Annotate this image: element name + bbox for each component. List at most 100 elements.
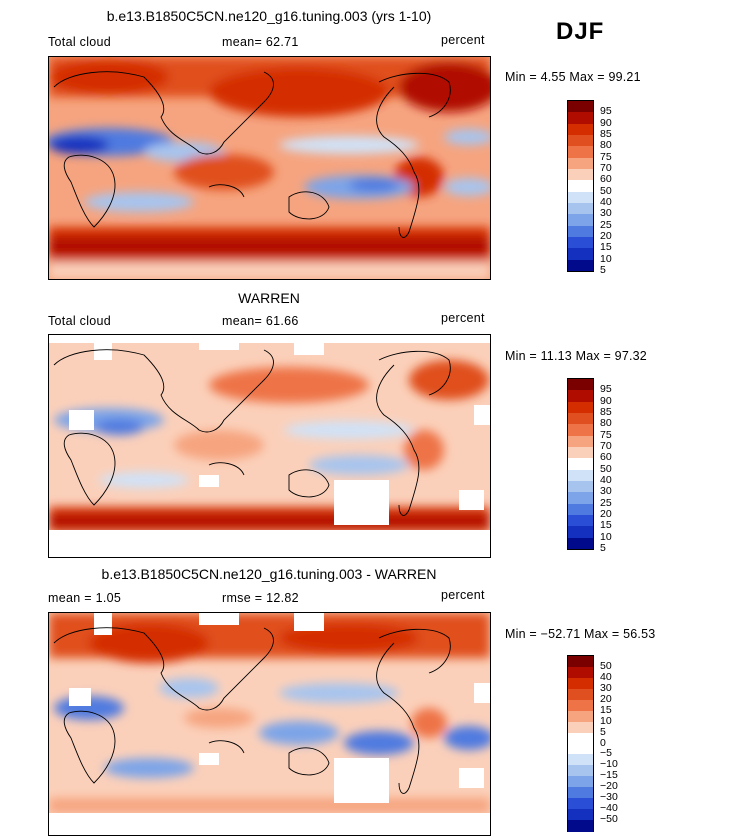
- colorbar-cell: [568, 146, 593, 159]
- colorbar-tick-label: 85: [600, 128, 612, 140]
- panel-3-colorbar: [567, 655, 594, 832]
- colorbar-tick-label: 0: [600, 736, 606, 749]
- panel-2-coastlines: [53, 349, 451, 516]
- colorbar-tick-label: 40: [600, 196, 612, 208]
- colorbar-tick-label: 15: [600, 241, 612, 254]
- panel-2-missing-data: [49, 335, 490, 557]
- colorbar-tick-label: 5: [600, 264, 606, 276]
- season-label: DJF: [556, 18, 605, 45]
- panel-1-title: b.e13.B1850C5CN.ne120_g16.tuning.003 (yr…: [106, 8, 432, 24]
- colorbar-cell: [568, 458, 593, 471]
- panel-1-mean-label: mean= 62.71: [222, 35, 299, 49]
- colorbar-cell: [568, 390, 593, 403]
- colorbar-tick-label: 30: [600, 485, 612, 498]
- panel-1-units-label: percent: [441, 33, 485, 47]
- colorbar-tick-label: 70: [600, 440, 612, 452]
- colorbar-cell: [568, 666, 593, 679]
- colorbar-cell: [568, 435, 593, 448]
- colorbar-cell: [568, 135, 593, 147]
- colorbar-tick-label: 25: [600, 496, 612, 509]
- colorbar-cell: [568, 469, 593, 482]
- colorbar-cell: [568, 809, 593, 821]
- colorbar-tick-label: 80: [600, 139, 612, 152]
- colorbar-tick-label: 50: [600, 659, 612, 672]
- panel-3-colorbar-ticks: 50 40 30 20 15 10 5 0 −5 −10 −15 −20 −30 −40 −50: [600, 655, 640, 830]
- colorbar-tick-label: 15: [600, 519, 612, 532]
- panel-2-mean-label: mean= 61.66: [222, 314, 299, 328]
- colorbar-cell: [568, 754, 593, 766]
- colorbar-cell: [568, 820, 593, 832]
- colorbar-cell: [568, 503, 593, 516]
- panel-1-left-label: Total cloud: [48, 35, 112, 49]
- colorbar-tick-label: 70: [600, 162, 612, 174]
- colorbar-cell: [568, 424, 593, 437]
- colorbar-cell: [568, 798, 593, 810]
- colorbar-tick-label: −30: [600, 791, 618, 804]
- colorbar-cell: [568, 537, 593, 550]
- panel-3-missing-data: [49, 613, 490, 835]
- colorbar-tick-label: 25: [600, 218, 612, 231]
- colorbar-tick-label: 30: [600, 207, 612, 220]
- colorbar-cell: [568, 765, 593, 777]
- panel-2-colorbar-ticks: 95 90 85 80 75 70 60 50 40 30 25 20 15 10 5: [600, 378, 640, 554]
- colorbar-tick-label: 20: [600, 508, 612, 520]
- panel-1-colorbar-ticks: 95 90 85 80 75 70 60 50 40 30 25 20 15 10 5: [600, 100, 640, 276]
- colorbar-cell: [568, 413, 593, 425]
- colorbar-tick-label: 85: [600, 406, 612, 418]
- panel-2-map: [48, 334, 491, 558]
- panel-2-units-label: percent: [441, 311, 485, 325]
- colorbar-cell: [568, 526, 593, 539]
- colorbar-tick-label: −10: [600, 758, 618, 771]
- colorbar-cell: [568, 401, 593, 414]
- colorbar-tick-label: 50: [600, 462, 612, 475]
- colorbar-cell: [568, 237, 593, 249]
- colorbar-tick-label: 60: [600, 451, 612, 464]
- panel-3-rmse-label: rmse = 12.82: [222, 591, 299, 605]
- colorbar-cell: [568, 492, 593, 505]
- colorbar-cell: [568, 732, 593, 744]
- colorbar-tick-label: 30: [600, 681, 612, 694]
- colorbar-cell: [568, 787, 593, 799]
- panel-3-minmax: Min = −52.71 Max = 56.53: [505, 627, 656, 641]
- colorbar-tick-label: 95: [600, 383, 612, 396]
- panel-3-title: b.e13.B1850C5CN.ne120_g16.tuning.003 - W…: [101, 566, 437, 582]
- panel-2-minmax: Min = 11.13 Max = 97.32: [505, 349, 647, 363]
- colorbar-cell: [568, 191, 593, 204]
- colorbar-tick-label: 90: [600, 116, 612, 129]
- colorbar-tick-label: 10: [600, 714, 612, 727]
- colorbar-cell: [568, 379, 593, 391]
- panel-2-colorbar: [567, 378, 594, 550]
- colorbar-cell: [568, 710, 593, 723]
- panel-3-map: [48, 612, 491, 836]
- colorbar-tick-label: 5: [600, 725, 606, 738]
- panel-3-map-svg: [49, 613, 490, 835]
- panel-2-left-label: Total cloud: [48, 314, 112, 328]
- colorbar-tick-label: 95: [600, 105, 612, 118]
- colorbar-tick-label: −15: [600, 769, 618, 782]
- colorbar-cell: [568, 776, 593, 788]
- colorbar-cell: [568, 688, 593, 701]
- panel-2-title: WARREN: [238, 290, 300, 306]
- colorbar-tick-label: 40: [600, 474, 612, 486]
- colorbar-tick-label: 20: [600, 230, 612, 242]
- colorbar-tick-label: 10: [600, 530, 612, 543]
- panel-3-coastlines: [53, 627, 451, 794]
- colorbar-tick-label: 5: [600, 542, 606, 554]
- colorbar-tick-label: −40: [600, 802, 618, 815]
- colorbar-cell: [568, 699, 593, 712]
- colorbar-cell: [568, 743, 593, 755]
- colorbar-cell: [568, 721, 593, 734]
- panel-3-left-label: mean = 1.05: [48, 591, 122, 605]
- colorbar-cell: [568, 112, 593, 125]
- panel-1-map-svg: [49, 57, 490, 279]
- colorbar-cell: [568, 169, 593, 181]
- colorbar-cell: [568, 656, 593, 668]
- colorbar-tick-label: 75: [600, 428, 612, 441]
- colorbar-tick-label: −20: [600, 780, 618, 793]
- colorbar-cell: [568, 123, 593, 136]
- colorbar-cell: [568, 101, 593, 113]
- panel-3-units-label: percent: [441, 588, 485, 602]
- colorbar-tick-label: 50: [600, 184, 612, 197]
- colorbar-tick-label: 20: [600, 692, 612, 705]
- colorbar-cell: [568, 157, 593, 170]
